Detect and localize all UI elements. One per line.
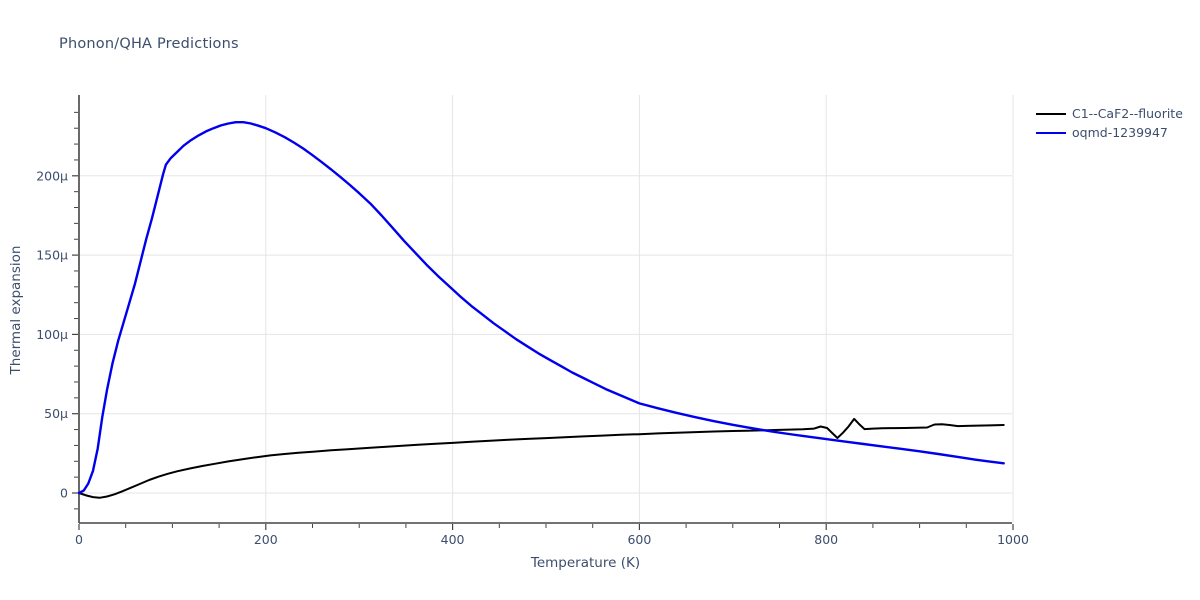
x-tick-label: 0 (75, 532, 83, 547)
chart-title: Phonon/QHA Predictions (59, 36, 239, 52)
series-line-oqmd-1239947 (77, 120, 1005, 495)
y-axis-title: Thermal expansion (8, 245, 24, 375)
x-tick-label: 600 (627, 532, 651, 547)
legend-line-swatch-blue (1036, 131, 1066, 134)
x-tick-label: 200 (254, 532, 278, 547)
legend-label: oqmd-1239947 (1072, 125, 1168, 140)
y-tick-label: 100µ (36, 327, 68, 342)
plot-area[interactable] (79, 95, 1012, 523)
y-tick-label: 150µ (36, 248, 68, 263)
legend-label: C1--CaF2--fluorite (1072, 106, 1183, 121)
legend-item-oqmd-1239947[interactable]: oqmd-1239947 (1036, 123, 1183, 142)
x-tick-label: 800 (814, 532, 838, 547)
x-axis-title: Temperature (K) (0, 555, 1092, 571)
legend: C1--CaF2--fluorite oqmd-1239947 (1036, 104, 1183, 142)
legend-item-c1-caf2-fluorite[interactable]: C1--CaF2--fluorite (1036, 104, 1183, 123)
y-tick-label: 200µ (36, 168, 68, 183)
y-tick-label: 50µ (44, 406, 68, 421)
series-line-c1-caf2-fluorite (78, 417, 1005, 499)
x-axis-title-text: Temperature (K) (530, 555, 641, 571)
x-tick-label: 1000 (997, 532, 1029, 547)
legend-line-swatch-black (1036, 112, 1066, 115)
y-tick-label: 0 (60, 486, 68, 501)
x-tick-label: 400 (441, 532, 465, 547)
